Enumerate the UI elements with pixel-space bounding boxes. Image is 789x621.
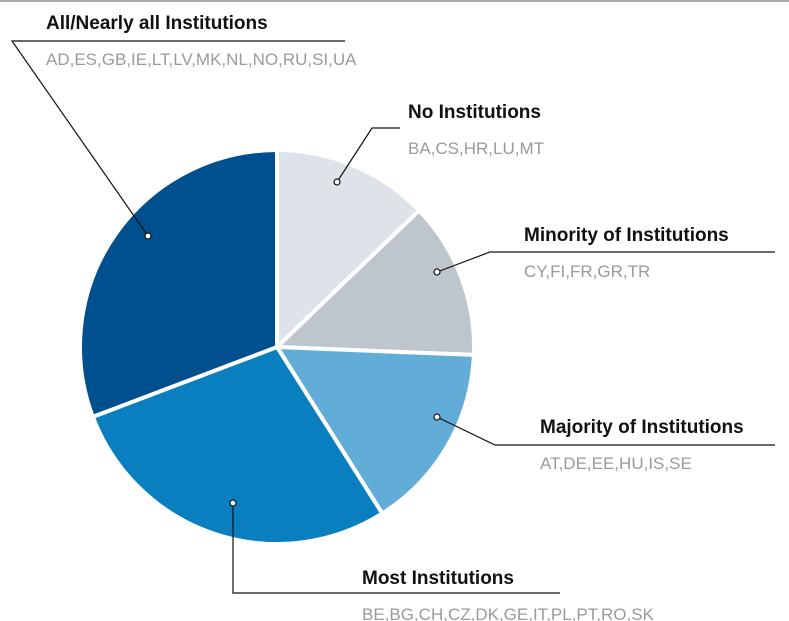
pie-slice (275, 148, 422, 349)
leader-dot (144, 232, 152, 240)
pie-slice (275, 345, 476, 516)
leader-dot (229, 499, 237, 507)
leader-dot (433, 413, 441, 421)
leader-dot (333, 178, 341, 186)
leader-line (232, 503, 560, 594)
pie-slice (78, 148, 279, 419)
pie-slice (275, 208, 476, 357)
label-detail: AT,DE,EE,HU,IS,SE (540, 454, 692, 473)
leader-dot (433, 268, 441, 276)
label-title: Minority of Institutions (524, 225, 729, 246)
label-detail: CY,FI,FR,GR,TR (524, 262, 650, 281)
pie-slice (90, 345, 385, 546)
label-title: All/Nearly all Institutions (46, 13, 268, 34)
leader-line (436, 416, 775, 446)
label-detail: BE,BG,CH,CZ,DK,GE,IT,PL,PT,RO,SK (362, 605, 655, 621)
label-title: Most Institutions (362, 568, 514, 589)
label-detail: BA,CS,HR,LU,MT (408, 139, 544, 158)
label-title: Majority of Institutions (540, 417, 744, 438)
leader-line (336, 127, 400, 183)
leader-line (436, 251, 775, 273)
leader-line (10, 40, 345, 237)
label-title: No Institutions (408, 102, 541, 123)
label-detail: AD,ES,GB,IE,LT,LV,MK,NL,NO,RU,SI,UA (46, 50, 357, 69)
